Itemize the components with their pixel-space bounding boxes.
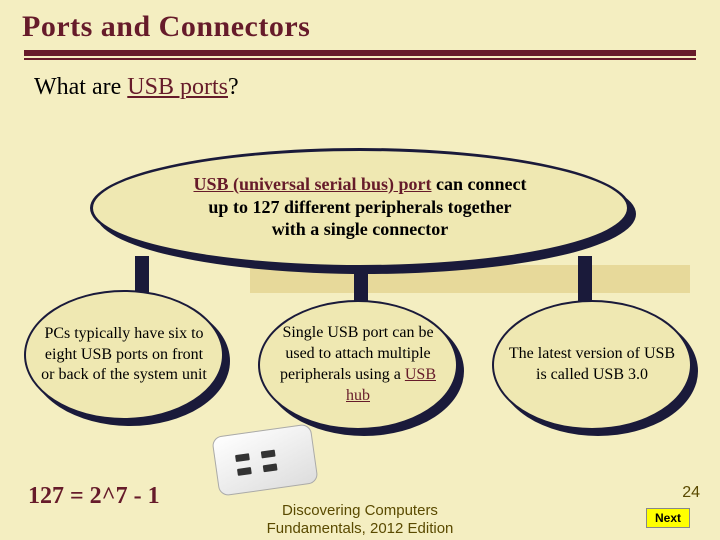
usb-port-icon — [261, 450, 276, 459]
child-bubble-1: PCs typically have six to eight USB port… — [24, 290, 224, 420]
main-bubble: USB (universal serial bus) port can conn… — [90, 148, 630, 268]
subtitle: What are USB ports? — [0, 60, 720, 101]
subtitle-link[interactable]: USB ports — [127, 74, 228, 100]
footer-citation: Discovering Computers Fundamentals, 2012… — [0, 502, 720, 538]
next-button[interactable]: Next — [646, 508, 690, 528]
child-bubble-text: The latest version of USB is called USB … — [506, 344, 678, 386]
usb-port-icon — [235, 453, 250, 462]
main-bubble-key-term[interactable]: USB (universal serial bus) port — [193, 174, 431, 194]
main-bubble-line3: with a single connector — [93, 218, 627, 241]
subtitle-suffix: ? — [228, 74, 239, 100]
child-bubble-text: Single USB port can be used to attach mu… — [272, 323, 444, 406]
main-bubble-line1: USB (universal serial bus) port can conn… — [93, 173, 627, 196]
connector-stem — [578, 256, 592, 304]
child-bubble-3: The latest version of USB is called USB … — [492, 300, 692, 430]
page-number: 24 — [682, 484, 700, 502]
main-bubble-line2: up to 127 different peripherals together — [93, 196, 627, 219]
usb-port-icon — [263, 463, 278, 472]
title-rule-thick — [24, 50, 696, 56]
slide-title: Ports and Connectors — [0, 0, 720, 50]
usb-hub-body — [211, 423, 318, 496]
child-bubble-text: PCs typically have six to eight USB port… — [38, 324, 210, 386]
usb-hub-graphic — [205, 420, 325, 500]
usb-port-icon — [237, 467, 252, 476]
subtitle-prefix: What are — [34, 74, 127, 100]
child-bubble-2: Single USB port can be used to attach mu… — [258, 300, 458, 430]
